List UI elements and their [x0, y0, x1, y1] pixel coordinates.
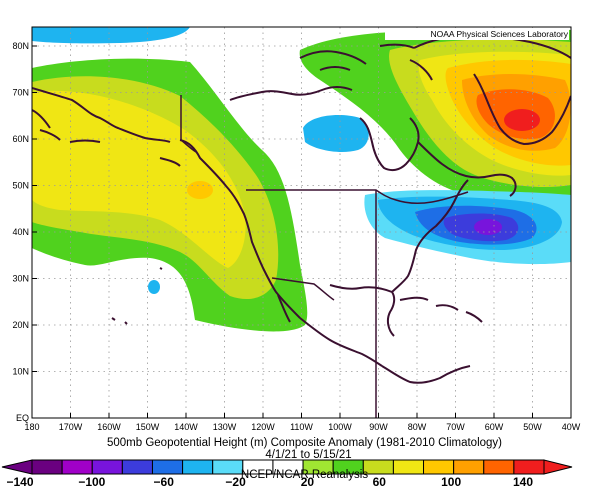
- anomaly-min-east: [474, 219, 502, 235]
- lon-label: 40W: [562, 422, 581, 432]
- lat-label: 70N: [12, 88, 29, 98]
- graticule: [32, 27, 571, 418]
- lat-label: 60N: [12, 134, 29, 144]
- political-borders: [180, 95, 469, 418]
- colorbar-label: 140: [513, 475, 533, 489]
- lat-label: 50N: [12, 181, 29, 191]
- lon-label: 70W: [446, 422, 465, 432]
- canada-arctic-coast: [229, 43, 433, 101]
- hudson-bay-coast: [359, 117, 420, 172]
- pacific-islands: [111, 267, 163, 325]
- lon-label: 50W: [523, 422, 542, 432]
- data-source: NCEP/NCAR Reanalysis: [240, 469, 369, 481]
- colorbar-label: −140: [6, 475, 33, 489]
- lat-label: 40N: [12, 227, 29, 237]
- longitude-labels: 180 170W 160W 150W 140W 130W 120W 110W 100W 90W 80…: [24, 422, 580, 432]
- lon-label: 130W: [213, 422, 237, 432]
- colorbar-label: −60: [154, 475, 175, 489]
- gulf-coast: [329, 179, 469, 337]
- anomaly-max-west: [187, 181, 213, 199]
- map-title: 500mb Geopotential Height (m) Composite …: [106, 437, 503, 449]
- colorbar: −140 −100 −60 −20 20 60 100 140: [1, 459, 573, 489]
- caribbean-coast: [381, 296, 483, 384]
- lon-label: 140W: [174, 422, 198, 432]
- mexico-coast: [277, 294, 383, 367]
- pacific-nw-coast: [179, 139, 301, 319]
- lon-label: 60W: [485, 422, 504, 432]
- lat-label: 30N: [12, 274, 29, 284]
- lon-label: 150W: [136, 422, 160, 432]
- lat-label: EQ: [16, 413, 29, 423]
- anomaly-max-ne: [504, 109, 540, 131]
- colorbar-label: −20: [225, 475, 246, 489]
- us-canada-border: [246, 189, 469, 205]
- anomaly-region-neg-pacific: [148, 280, 160, 294]
- lat-label: 20N: [12, 320, 29, 330]
- lon-label: 90W: [369, 422, 388, 432]
- lon-label: 120W: [251, 422, 275, 432]
- colorbar-label: 60: [373, 475, 387, 489]
- anomaly-region-neg-hudson: [303, 115, 369, 153]
- colorbar-arrow-right: [543, 459, 573, 475]
- anomaly-region-neg-top: [32, 27, 190, 44]
- lon-label: 100W: [328, 422, 352, 432]
- alaska-coast: [32, 87, 181, 167]
- colorbar-label: 20: [301, 475, 315, 489]
- us-mexico-border: [271, 277, 335, 301]
- axis-ticks: [31, 45, 572, 419]
- east-canada-coast: [417, 141, 517, 197]
- anomaly-map: NOAA Physical Sciences Laboratory 80N 70N…: [12, 26, 581, 432]
- anomaly-region-pos-west-60b: [32, 90, 246, 268]
- colorbar-label: −100: [78, 475, 105, 489]
- colorbar-label: 100: [441, 475, 461, 489]
- lat-label: 80N: [12, 41, 29, 51]
- lon-label: 160W: [97, 422, 121, 432]
- lon-label: 180: [24, 422, 39, 432]
- lon-label: 170W: [59, 422, 83, 432]
- credit-label: NOAA Physical Sciences Laboratory: [431, 29, 569, 39]
- alaska-canada-border: [180, 95, 197, 153]
- date-range: 4/1/21 to 5/15/21: [265, 449, 352, 461]
- lon-label: 110W: [290, 422, 313, 432]
- lat-label: 10N: [12, 367, 29, 377]
- lon-label: 80W: [408, 422, 427, 432]
- latitude-labels: 80N 70N 60N 50N 40N 30N 20N 10N EQ: [12, 41, 29, 423]
- anomaly-fills: [32, 27, 571, 332]
